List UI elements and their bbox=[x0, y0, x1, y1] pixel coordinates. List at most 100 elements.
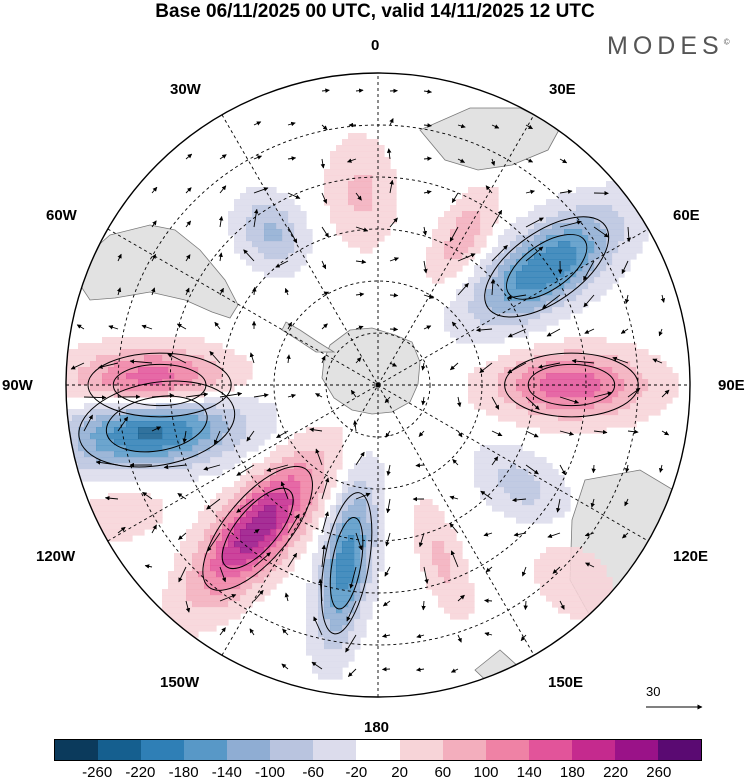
anomaly-cell bbox=[318, 505, 325, 512]
anomaly-cell bbox=[354, 583, 361, 590]
anomaly-cell bbox=[432, 547, 445, 554]
anomaly-cell bbox=[162, 427, 193, 434]
anomaly-cell bbox=[450, 229, 481, 236]
anomaly-cell bbox=[426, 583, 475, 590]
anomaly-cell bbox=[576, 283, 589, 290]
anomaly-cell bbox=[330, 505, 337, 512]
wind-vector bbox=[321, 124, 328, 131]
anomaly-cell bbox=[228, 523, 235, 530]
anomaly-cell bbox=[180, 541, 199, 548]
anomaly-cell bbox=[342, 523, 361, 530]
anomaly-cell bbox=[234, 205, 253, 212]
anomaly-cell bbox=[294, 517, 301, 524]
wind-vector bbox=[321, 544, 327, 568]
wind-vector bbox=[313, 616, 323, 636]
colorbar-swatch bbox=[270, 740, 314, 760]
anomaly-cell bbox=[498, 475, 535, 482]
wind-vector bbox=[559, 220, 582, 228]
wind-vector bbox=[450, 550, 459, 568]
anomaly-cell bbox=[282, 523, 289, 530]
anomaly-cell bbox=[324, 595, 331, 602]
anomaly-cell bbox=[534, 571, 607, 578]
anomaly-cell bbox=[516, 361, 547, 368]
lon-label-90w: 90W bbox=[2, 377, 33, 394]
anomaly-cell bbox=[372, 535, 379, 542]
lon-label-0: 0 bbox=[371, 37, 380, 54]
logo-text: MODES bbox=[607, 32, 724, 60]
anomaly-cell bbox=[336, 223, 391, 230]
anomaly-cell bbox=[228, 499, 241, 506]
anomaly-cell bbox=[348, 637, 361, 644]
anomaly-cell bbox=[324, 583, 331, 590]
anomaly-cell bbox=[438, 595, 475, 602]
anomaly-cell bbox=[624, 235, 649, 242]
wind-vector bbox=[117, 416, 129, 432]
anomaly-cell bbox=[276, 523, 283, 530]
anomaly-cell bbox=[186, 595, 241, 602]
anomaly-cell bbox=[468, 385, 499, 392]
anomaly-cell bbox=[516, 217, 547, 224]
anomaly-cell bbox=[378, 535, 385, 542]
anomaly-cell bbox=[246, 223, 265, 230]
anomaly-cell bbox=[498, 391, 523, 398]
anomaly-cell bbox=[588, 271, 601, 278]
anomaly-cell bbox=[522, 253, 535, 260]
anomaly-cell bbox=[642, 373, 679, 380]
anomaly-cell bbox=[522, 265, 571, 272]
anomaly-cell bbox=[444, 541, 463, 548]
anomaly-cell bbox=[366, 565, 373, 572]
anomaly-cell bbox=[510, 253, 523, 260]
anomaly-cell bbox=[324, 565, 331, 572]
wind-vector bbox=[253, 155, 263, 160]
wind-vector bbox=[167, 353, 187, 364]
anomaly-cell bbox=[558, 211, 619, 218]
anomaly-cell bbox=[474, 283, 493, 290]
anomaly-cell bbox=[330, 619, 349, 626]
anomaly-cell bbox=[186, 421, 211, 428]
anomaly-cell bbox=[240, 487, 253, 494]
wind-vector bbox=[457, 158, 465, 163]
wind-vector bbox=[266, 464, 289, 472]
anomaly-cell bbox=[324, 451, 343, 458]
anomaly-cell bbox=[222, 433, 247, 440]
anomaly-cell bbox=[252, 475, 271, 482]
anomaly-cell bbox=[192, 559, 205, 566]
colorbar-tick-label: 260 bbox=[646, 764, 672, 781]
lon-label-30e: 30E bbox=[549, 81, 576, 98]
anomaly-cell bbox=[330, 577, 337, 584]
anomaly-cell bbox=[462, 193, 499, 200]
anomaly-cell bbox=[306, 601, 319, 608]
wind-vector bbox=[352, 420, 358, 432]
wind-vector bbox=[129, 359, 153, 364]
anomaly-cell bbox=[366, 505, 379, 512]
anomaly-cell bbox=[612, 367, 637, 374]
wind-vector bbox=[219, 185, 227, 194]
anomaly-cell bbox=[228, 511, 241, 518]
anomaly-cell bbox=[240, 505, 253, 512]
wind-vector bbox=[490, 278, 496, 296]
anomaly-cell bbox=[462, 211, 481, 218]
anomaly-cell bbox=[210, 499, 229, 506]
anomaly-cell bbox=[324, 571, 331, 578]
anomaly-cell bbox=[558, 295, 577, 302]
anomaly-cell bbox=[360, 589, 367, 596]
wind-vector bbox=[287, 192, 301, 199]
anomaly-cell bbox=[264, 547, 271, 554]
anomaly-cell bbox=[66, 439, 79, 446]
anomaly-cell bbox=[312, 487, 325, 494]
wind-vector bbox=[382, 633, 391, 638]
anomaly-cell bbox=[270, 451, 295, 458]
anomaly-cell bbox=[570, 241, 595, 248]
colorbar-tick-label: 60 bbox=[434, 764, 452, 781]
anomaly-cell bbox=[486, 289, 505, 296]
anomaly-cell bbox=[276, 505, 289, 512]
anomaly-cell bbox=[606, 181, 619, 188]
anomaly-cell bbox=[354, 571, 361, 578]
wind-vector bbox=[485, 185, 493, 194]
anomaly-cell bbox=[306, 619, 319, 626]
anomaly-cell bbox=[630, 361, 667, 368]
anomaly-cell bbox=[570, 277, 583, 284]
colorbar-swatch bbox=[442, 740, 486, 760]
wind-vector bbox=[423, 260, 428, 274]
anomaly-cell bbox=[354, 463, 385, 470]
